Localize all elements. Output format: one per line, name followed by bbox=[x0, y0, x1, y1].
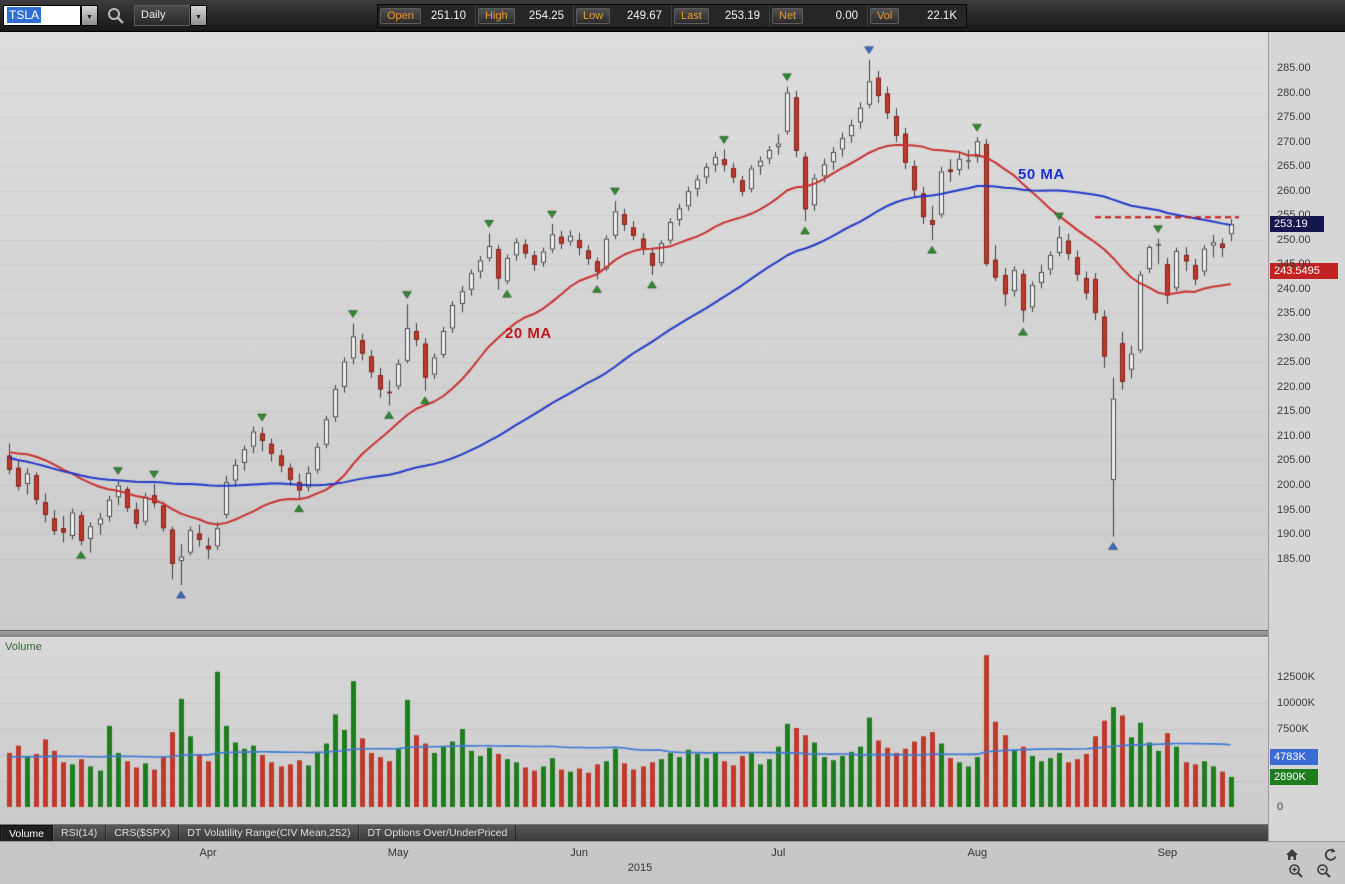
tab-crs-spx[interactable]: CRS($SPX) bbox=[106, 825, 180, 841]
timeframe-select[interactable]: Daily bbox=[134, 5, 190, 26]
quote-high: High 254.25 bbox=[476, 5, 574, 27]
ma20-value-badge: 243.5495 bbox=[1270, 263, 1338, 280]
search-button[interactable] bbox=[106, 6, 126, 26]
volume-tick-label: 7500K bbox=[1277, 723, 1309, 735]
pane-divider[interactable] bbox=[0, 630, 1268, 638]
price-tick-label: 235.00 bbox=[1277, 307, 1311, 320]
search-icon bbox=[108, 8, 124, 24]
toolbar: TSLA ▼ Daily ▼ Open 251.10 High 254.25 Low… bbox=[0, 0, 1345, 32]
price-tick-label: 190.00 bbox=[1277, 528, 1311, 541]
quote-last: Last 253.19 bbox=[672, 5, 770, 27]
volume-tick-label: 12500K bbox=[1277, 671, 1315, 683]
price-axis-panel[interactable]: 253.19 243.5495 4783K 2890K 285.00 280.00… bbox=[1268, 32, 1345, 841]
price-pane[interactable]: 20 MA 50 MA bbox=[0, 32, 1268, 630]
quote-low: Low 249.67 bbox=[574, 5, 672, 27]
price-tick-label: 255.00 bbox=[1277, 209, 1311, 222]
indicator-tabs: Volume RSI(14) CRS($SPX) DT Volatility Rang… bbox=[0, 824, 1268, 841]
zoom-in-icon bbox=[1289, 864, 1303, 878]
timeframe-value: Daily bbox=[141, 9, 166, 21]
chevron-down-icon: ▼ bbox=[86, 14, 93, 21]
price-tick-label: 220.00 bbox=[1277, 380, 1311, 393]
price-tick-label: 270.00 bbox=[1277, 135, 1311, 148]
reset-view-button[interactable] bbox=[1322, 847, 1338, 863]
volume-tick-label: 10000K bbox=[1277, 697, 1315, 709]
zoom-out-button[interactable] bbox=[1316, 863, 1332, 879]
quote-vol: Vol 22.1K bbox=[868, 5, 966, 27]
volume-tick-label: 0 bbox=[1277, 801, 1284, 813]
timeframe-dropdown-button[interactable]: ▼ bbox=[190, 5, 207, 26]
volume-chart-canvas[interactable] bbox=[0, 638, 1268, 824]
zoom-out-icon bbox=[1317, 864, 1331, 878]
price-tick-label: 185.00 bbox=[1277, 552, 1311, 565]
price-tick-label: 210.00 bbox=[1277, 429, 1311, 442]
net-label: Net bbox=[772, 8, 804, 24]
last-label: Last bbox=[674, 8, 709, 24]
month-label-may: May bbox=[387, 847, 409, 859]
symbol-input[interactable]: TSLA bbox=[3, 5, 81, 26]
tab-dt-options-over-underpriced[interactable]: DT Options Over/UnderPriced bbox=[359, 825, 517, 841]
home-icon bbox=[1286, 849, 1298, 860]
tab-dt-volatility-range-civ-mean-252[interactable]: DT Volatility Range(CIV Mean,252) bbox=[179, 825, 360, 841]
price-tick-label: 240.00 bbox=[1277, 282, 1311, 295]
high-value: 254.25 bbox=[528, 10, 564, 22]
tab-volume[interactable]: Volume bbox=[0, 825, 54, 841]
open-value: 251.10 bbox=[430, 10, 466, 22]
time-axis[interactable]: 2015 Apr May J bbox=[0, 841, 1345, 884]
last-value: 253.19 bbox=[724, 10, 760, 22]
ma50-label: 50 MA bbox=[1018, 166, 1065, 183]
quote-strip: Open 251.10 High 254.25 Low 249.67 Last 253.… bbox=[377, 4, 967, 28]
net-value: 0.00 bbox=[835, 10, 858, 22]
volume-pane[interactable]: Volume bbox=[0, 638, 1268, 824]
home-button[interactable] bbox=[1284, 847, 1300, 863]
price-tick-label: 230.00 bbox=[1277, 331, 1311, 344]
price-tick-label: 260.00 bbox=[1277, 184, 1311, 197]
quote-open: Open 251.10 bbox=[378, 5, 476, 27]
price-tick-label: 225.00 bbox=[1277, 356, 1311, 369]
last-price-badge: 253.19 bbox=[1270, 216, 1324, 233]
year-label: 2015 bbox=[627, 862, 653, 874]
low-value: 249.67 bbox=[626, 10, 662, 22]
tab-rsi-14[interactable]: RSI(14) bbox=[53, 825, 107, 841]
price-tick-label: 245.00 bbox=[1277, 258, 1311, 271]
month-label-sep: Sep bbox=[1157, 847, 1178, 859]
volume-last-badge: 2890K bbox=[1270, 768, 1318, 785]
volume-pane-title: Volume bbox=[5, 641, 42, 653]
price-tick-label: 200.00 bbox=[1277, 479, 1311, 491]
price-tick-label: 280.00 bbox=[1277, 86, 1311, 99]
month-label-aug: Aug bbox=[967, 847, 988, 859]
symbol-dropdown-button[interactable]: ▼ bbox=[81, 5, 98, 26]
open-label: Open bbox=[380, 8, 421, 24]
price-tick-label: 250.00 bbox=[1277, 233, 1311, 246]
price-tick-label: 195.00 bbox=[1277, 503, 1311, 516]
month-label-jun: Jun bbox=[570, 847, 589, 859]
month-label-jul: Jul bbox=[771, 847, 786, 859]
quote-net: Net 0.00 bbox=[770, 5, 868, 27]
chevron-down-icon: ▼ bbox=[195, 14, 202, 21]
price-tick-label: 275.00 bbox=[1277, 111, 1311, 124]
symbol-text: TSLA bbox=[7, 7, 42, 23]
high-label: High bbox=[478, 8, 515, 24]
vol-label: Vol bbox=[870, 8, 900, 24]
price-chart-canvas[interactable] bbox=[0, 32, 1268, 630]
price-tick-label: 285.00 bbox=[1277, 62, 1311, 74]
ma20-label: 20 MA bbox=[505, 325, 552, 342]
price-tick-label: 205.00 bbox=[1277, 454, 1311, 467]
low-label: Low bbox=[576, 8, 611, 24]
volume-ma-badge: 4783K bbox=[1270, 749, 1318, 766]
month-label-apr: Apr bbox=[199, 847, 217, 859]
price-tick-label: 265.00 bbox=[1277, 160, 1311, 173]
vol-value: 22.1K bbox=[926, 10, 957, 22]
zoom-in-button[interactable] bbox=[1288, 863, 1304, 879]
price-tick-label: 215.00 bbox=[1277, 405, 1311, 418]
reset-arrow-icon bbox=[1324, 848, 1337, 861]
